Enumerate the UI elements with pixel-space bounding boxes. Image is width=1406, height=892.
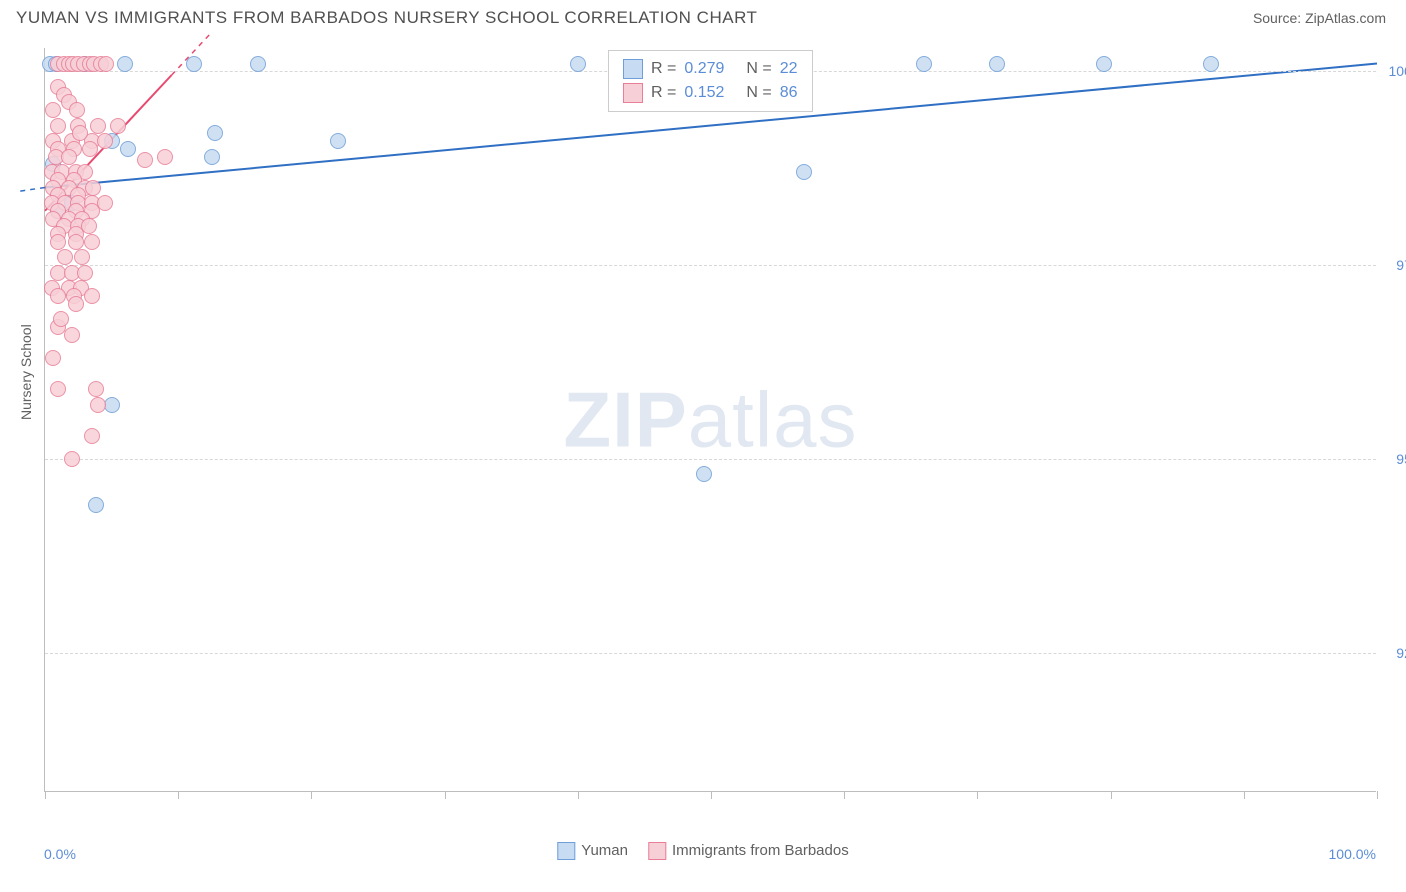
x-tick — [578, 791, 579, 799]
data-point — [68, 296, 84, 312]
gridline — [45, 265, 1376, 266]
x-tick — [445, 791, 446, 799]
x-tick — [711, 791, 712, 799]
x-tick — [1377, 791, 1378, 799]
data-point — [50, 381, 66, 397]
legend: Yuman Immigrants from Barbados — [557, 842, 848, 860]
data-point — [68, 234, 84, 250]
data-point — [97, 133, 113, 149]
chart-svg-layer — [45, 48, 1376, 791]
x-tick — [977, 791, 978, 799]
data-point — [82, 141, 98, 157]
data-point — [90, 118, 106, 134]
x-axis-min-label: 0.0% — [44, 846, 76, 862]
y-tick-label: 95.0% — [1396, 451, 1406, 467]
n-label: N = — [746, 60, 771, 78]
data-point — [77, 265, 93, 281]
data-point — [50, 234, 66, 250]
y-axis-title: Nursery School — [18, 324, 34, 420]
series-swatch — [623, 59, 643, 79]
data-point — [98, 56, 114, 72]
r-value: 0.152 — [684, 84, 724, 102]
data-point — [72, 125, 88, 141]
data-point — [137, 152, 153, 168]
data-point — [88, 381, 104, 397]
y-tick-label: 92.5% — [1396, 645, 1406, 661]
data-point — [57, 249, 73, 265]
r-value: 0.279 — [684, 60, 724, 78]
data-point — [696, 466, 712, 482]
n-value: 86 — [780, 84, 798, 102]
data-point — [186, 56, 202, 72]
n-label: N = — [746, 84, 771, 102]
x-axis-max-label: 100.0% — [1329, 846, 1376, 862]
r-label: R = — [651, 84, 676, 102]
data-point — [207, 125, 223, 141]
data-point — [85, 180, 101, 196]
data-point — [1203, 56, 1219, 72]
data-point — [64, 451, 80, 467]
stats-box: R = 0.279 N = 22 R = 0.152 N = 86 — [608, 50, 813, 112]
n-value: 22 — [780, 60, 798, 78]
data-point — [570, 56, 586, 72]
r-label: R = — [651, 60, 676, 78]
header: YUMAN VS IMMIGRANTS FROM BARBADOS NURSER… — [0, 0, 1406, 32]
data-point — [88, 497, 104, 513]
data-point — [330, 133, 346, 149]
data-point — [157, 149, 173, 165]
legend-item: Immigrants from Barbados — [648, 842, 849, 860]
data-point — [50, 118, 66, 134]
stats-row: R = 0.279 N = 22 — [623, 57, 798, 81]
data-point — [916, 56, 932, 72]
x-tick — [45, 791, 46, 799]
data-point — [45, 102, 61, 118]
source-label: Source: ZipAtlas.com — [1253, 10, 1386, 26]
data-point — [84, 234, 100, 250]
y-tick-label: 97.5% — [1396, 257, 1406, 273]
stats-row: R = 0.152 N = 86 — [623, 81, 798, 105]
data-point — [989, 56, 1005, 72]
legend-label: Immigrants from Barbados — [672, 842, 849, 859]
data-point — [250, 56, 266, 72]
data-point — [74, 249, 90, 265]
data-point — [110, 118, 126, 134]
data-point — [64, 327, 80, 343]
x-tick — [1244, 791, 1245, 799]
legend-swatch — [648, 842, 666, 860]
data-point — [50, 288, 66, 304]
gridline — [45, 653, 1376, 654]
chart-plot-area: ZIPatlas 92.5%95.0%97.5%100.0% — [44, 48, 1376, 792]
data-point — [90, 397, 106, 413]
x-tick — [178, 791, 179, 799]
x-tick — [311, 791, 312, 799]
legend-swatch — [557, 842, 575, 860]
chart-title: YUMAN VS IMMIGRANTS FROM BARBADOS NURSER… — [16, 8, 757, 28]
data-point — [61, 149, 77, 165]
series-swatch — [623, 83, 643, 103]
y-tick-label: 100.0% — [1389, 63, 1406, 79]
data-point — [84, 428, 100, 444]
data-point — [204, 149, 220, 165]
data-point — [45, 350, 61, 366]
data-point — [69, 102, 85, 118]
data-point — [1096, 56, 1112, 72]
x-tick — [844, 791, 845, 799]
x-tick — [1111, 791, 1112, 799]
data-point — [120, 141, 136, 157]
data-point — [53, 311, 69, 327]
data-point — [84, 288, 100, 304]
data-point — [117, 56, 133, 72]
legend-label: Yuman — [581, 842, 628, 859]
legend-item: Yuman — [557, 842, 628, 860]
data-point — [796, 164, 812, 180]
gridline — [45, 459, 1376, 460]
